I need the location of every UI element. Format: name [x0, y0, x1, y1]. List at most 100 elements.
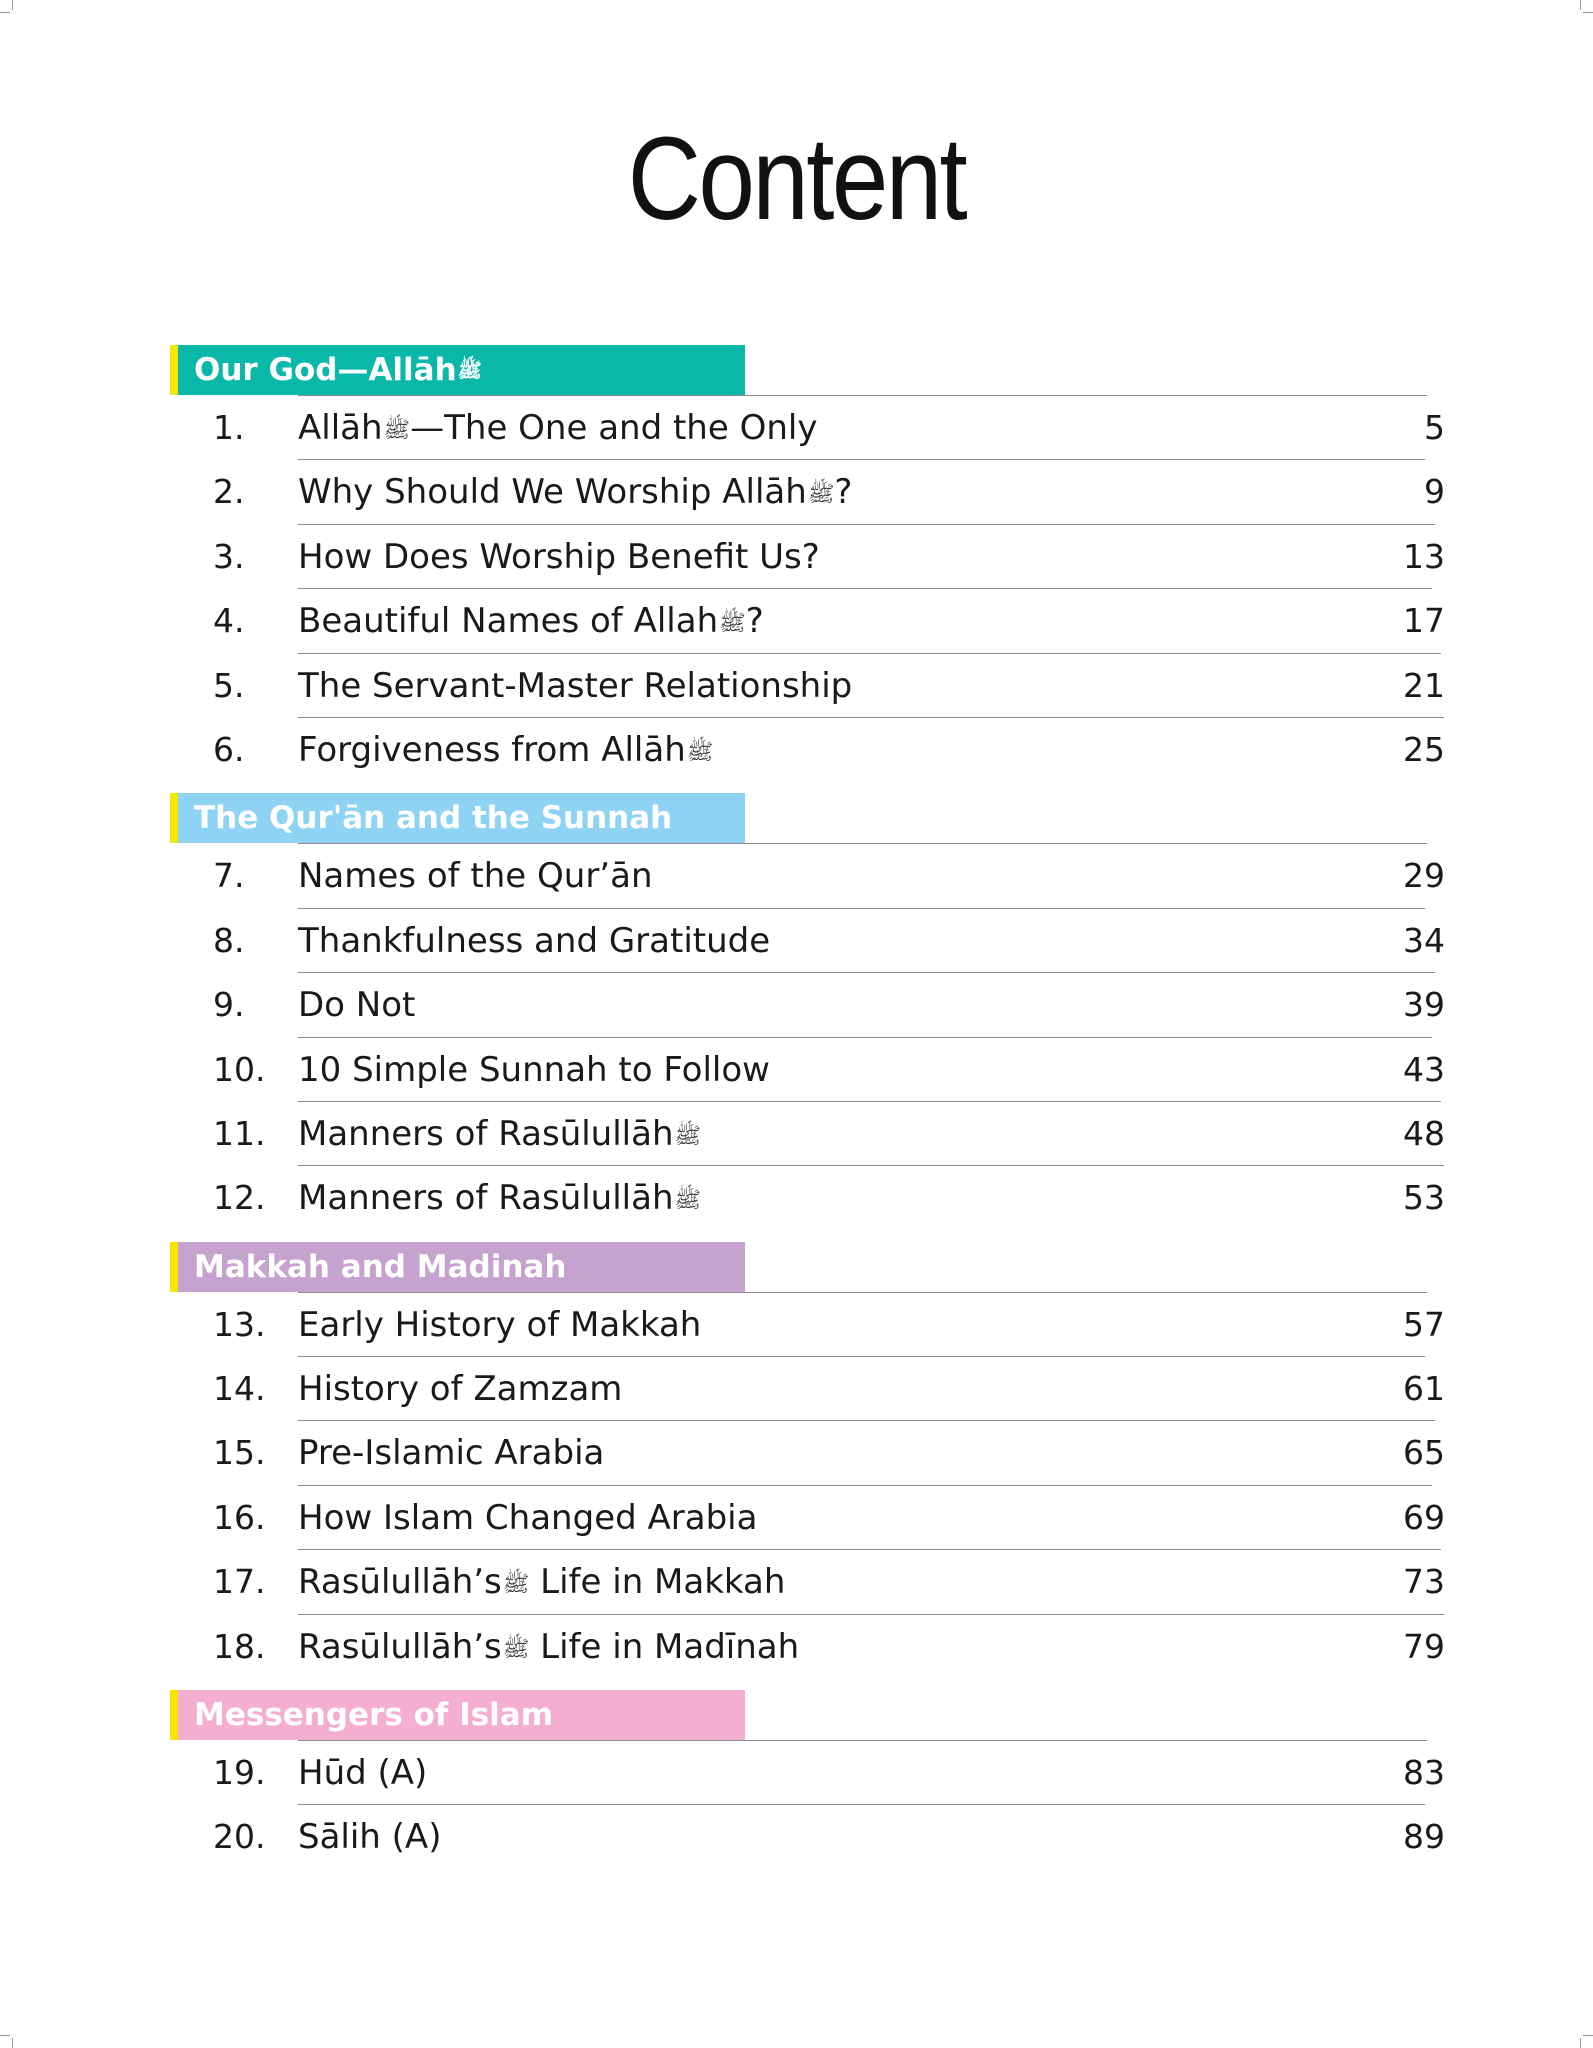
entry-title-suffix: Life in Madīnah — [529, 1626, 800, 1667]
section-title: Makkah and Madinah — [194, 1248, 567, 1285]
entry-title[interactable]: Why Should We Worship Allāhﷺ? — [298, 472, 852, 515]
honorific-ligature-icon: ﷺ — [383, 418, 411, 443]
entry-title[interactable]: Early History of Makkah — [298, 1305, 701, 1345]
entry-number: 7. — [213, 856, 245, 896]
entry-title-text: Thankfulness and Gratitude — [298, 920, 771, 961]
entry-title-suffix: —The One and the Only — [410, 408, 818, 448]
entry-divider — [298, 523, 1435, 525]
entry-title[interactable]: Pre-Islamic Arabia — [298, 1433, 604, 1473]
entry-title-text: How Islam Changed Arabia — [298, 1497, 758, 1538]
entry-divider — [298, 1420, 1435, 1422]
entry-page-number: 29 — [1403, 856, 1445, 896]
entry-number: 18. — [213, 1626, 266, 1666]
toc-entry[interactable]: 6. Forgiveness from Allāhﷺ 25 — [0, 716, 1593, 781]
entry-page-number: 34 — [1403, 920, 1445, 960]
toc-entry[interactable]: 14. History of Zamzam 61 — [0, 1356, 1593, 1420]
entry-title-text: Early History of Makkah — [298, 1304, 702, 1345]
toc-entry[interactable]: 13. Early History of Makkah 57 — [0, 1291, 1593, 1356]
entry-title-text: Manners of Rasūlullāh — [298, 1178, 674, 1219]
toc-entry[interactable]: 20. Sālih (A) 89 — [0, 1804, 1593, 1868]
entry-title[interactable]: Rasūlullāh’sﷺ Life in Madīnah — [298, 1627, 799, 1670]
entry-divider — [298, 1804, 1425, 1806]
entry-number: 12. — [213, 1178, 266, 1218]
entry-number: 5. — [213, 665, 245, 705]
entry-title-text: Manners of Rasūlullāh — [298, 1113, 674, 1154]
entry-page-number: 13 — [1403, 536, 1445, 576]
entry-title[interactable]: Do Not — [298, 985, 415, 1025]
section-title: Our God—Allāh — [194, 352, 457, 388]
entry-title[interactable]: 10 Simple Sunnah to Follow — [298, 1050, 770, 1090]
toc-entry[interactable]: 10. 10 Simple Sunnah to Follow 43 — [0, 1036, 1593, 1101]
crop-mark-bottom-right — [1580, 2038, 1581, 2048]
honorific-ligature-icon: ﷺ — [807, 482, 835, 508]
entry-title[interactable]: Sālih (A) — [298, 1817, 441, 1857]
toc-entry[interactable]: 16. How Islam Changed Arabia 69 — [0, 1484, 1593, 1549]
toc-entry[interactable]: 17. Rasūlullāh’sﷺ Life in Makkah 73 — [0, 1549, 1593, 1613]
crop-mark-top-left — [12, 0, 13, 10]
entry-title[interactable]: Names of the Qur’ān — [298, 856, 653, 896]
entry-title-text: 10 Simple Sunnah to Follow — [298, 1049, 770, 1090]
honorific-ligature-icon: ﷺ — [686, 739, 714, 765]
entry-number: 2. — [213, 472, 245, 512]
entry-title-text: Pre-Islamic Arabia — [298, 1433, 605, 1474]
entry-page-number: 73 — [1403, 1562, 1445, 1602]
toc-entry[interactable]: 9. Do Not 39 — [0, 972, 1593, 1036]
section-header: Makkah and Madinah — [170, 1241, 745, 1292]
entry-number: 16. — [213, 1497, 266, 1537]
entry-number: 17. — [213, 1562, 266, 1602]
entry-title[interactable]: Allāhﷺ—The One and the Only — [298, 408, 817, 451]
entry-title[interactable]: History of Zamzam — [298, 1369, 622, 1409]
toc-entry[interactable]: 7. Names of the Qur’ān 29 — [0, 843, 1593, 907]
entry-page-number: 43 — [1403, 1049, 1445, 1089]
entry-divider — [298, 843, 1427, 845]
entry-divider — [298, 1165, 1444, 1167]
honorific-ligature-icon: ﷺ — [502, 1572, 530, 1598]
entry-page-number: 65 — [1403, 1433, 1445, 1473]
section-header: The Qur'ān and the Sunnah — [170, 793, 745, 844]
entry-title-text: Rasūlullāh’s — [298, 1562, 502, 1603]
toc-entry[interactable]: 15. Pre-Islamic Arabia 65 — [0, 1420, 1593, 1484]
entry-title[interactable]: How Islam Changed Arabia — [298, 1498, 757, 1538]
entry-title-text: Rasūlullāh’s — [298, 1626, 502, 1667]
entry-title[interactable]: Manners of Rasūlullāhﷺ — [298, 1114, 701, 1157]
toc-entry[interactable]: 18. Rasūlullāh’sﷺ Life in Madīnah 79 — [0, 1613, 1593, 1678]
toc-entry[interactable]: 1. Allāhﷺ—The One and the Only 5 — [0, 395, 1593, 459]
toc-entry[interactable]: 8. Thankfulness and Gratitude 34 — [0, 907, 1593, 972]
entry-page-number: 79 — [1403, 1626, 1445, 1666]
toc-entry[interactable]: 5. The Servant-Master Relationship 21 — [0, 652, 1593, 717]
entry-title-text: Hūd (A) — [298, 1753, 428, 1794]
entry-title[interactable]: Thankfulness and Gratitude — [298, 921, 770, 961]
entry-divider — [298, 972, 1435, 974]
toc-entry[interactable]: 3. How Does Worship Benefit Us? 13 — [0, 523, 1593, 588]
entry-title[interactable]: Rasūlullāh’sﷺ Life in Makkah — [298, 1562, 785, 1605]
entry-page-number: 5 — [1424, 408, 1445, 447]
entry-page-number: 69 — [1403, 1497, 1445, 1537]
entry-page-number: 57 — [1403, 1304, 1445, 1344]
entry-page-number: 53 — [1403, 1178, 1445, 1218]
toc-entry[interactable]: 11. Manners of Rasūlullāhﷺ 48 — [0, 1100, 1593, 1165]
toc-entry[interactable]: 19. Hūd (A) 83 — [0, 1740, 1593, 1804]
entry-number: 3. — [213, 536, 245, 576]
entry-divider — [298, 1740, 1427, 1742]
entry-title[interactable]: Forgiveness from Allāhﷺ — [298, 730, 713, 773]
entry-title-text: Sālih (A) — [298, 1817, 442, 1858]
toc-entry[interactable]: 2. Why Should We Worship Allāhﷺ? 9 — [0, 459, 1593, 523]
entry-title[interactable]: Beautiful Names of Allahﷺ? — [298, 601, 764, 644]
entry-title-suffix: ? — [745, 601, 764, 642]
entry-page-number: 17 — [1403, 601, 1445, 641]
toc-entry[interactable]: 4. Beautiful Names of Allahﷺ? 17 — [0, 588, 1593, 652]
entry-divider — [298, 459, 1425, 461]
toc-section: Messengers of Islam 19. Hūd (A) 83 20. Sālih … — [0, 1690, 1593, 1869]
entry-title-text: Allāh — [298, 408, 383, 448]
honorific-ligature-icon: ﷺ — [457, 358, 482, 382]
entry-title[interactable]: How Does Worship Benefit Us? — [298, 537, 820, 577]
entry-number: 1. — [213, 408, 245, 447]
entry-page-number: 83 — [1403, 1753, 1445, 1793]
toc-entry[interactable]: 12. Manners of Rasūlullāhﷺ 53 — [0, 1165, 1593, 1229]
entry-title[interactable]: Manners of Rasūlullāhﷺ — [298, 1178, 701, 1221]
entry-title[interactable]: Hūd (A) — [298, 1753, 427, 1793]
crop-mark-top-right — [1580, 0, 1581, 10]
entry-divider — [298, 1613, 1444, 1615]
entry-title[interactable]: The Servant-Master Relationship — [298, 666, 852, 706]
entry-number: 13. — [213, 1304, 266, 1344]
